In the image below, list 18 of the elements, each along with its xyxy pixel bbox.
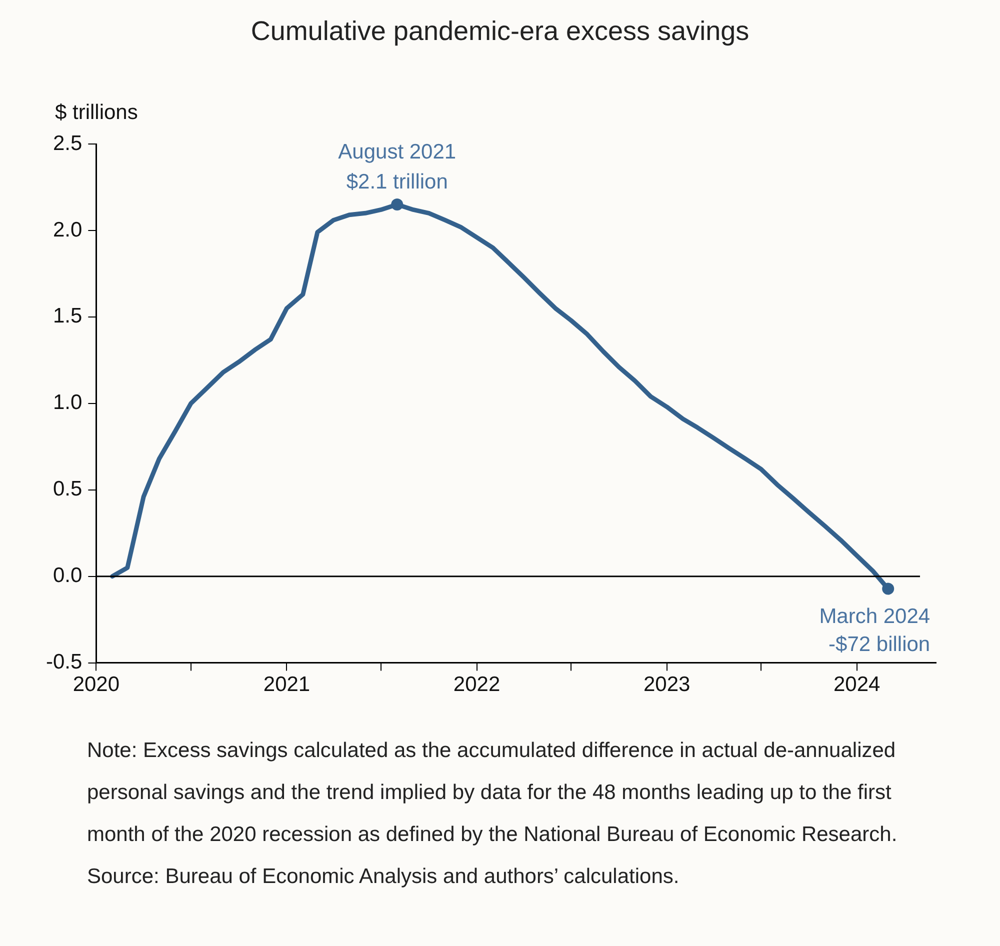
- y-tick-label: 2.5: [52, 132, 82, 155]
- y-tick-label: 0.0: [52, 564, 82, 588]
- chart-title: Cumulative pandemic-era excess savings: [250, 16, 750, 47]
- y-tick-label: 1.5: [52, 304, 82, 328]
- annotation: August 2021 $2.1 trillion: [338, 140, 456, 194]
- y-tick-label: 0.5: [52, 478, 82, 501]
- annotation: March 2024 -$72 billion: [819, 604, 930, 656]
- text: Note: Excess savings calculated as the accumulated difference in actual de-annualized personal savings and the trend implied by data for the 48 months leading up to the first month of the 2020 recession as defined by the National Bureau of Economic Research.: [87, 738, 898, 848]
- y-axis-title: $ trillions: [55, 101, 138, 125]
- source-note: Source: Bureau of Economic Analysis and authors’ calculations.: [87, 864, 680, 890]
- x-tick-label: 2020: [72, 673, 120, 696]
- x-tick-label: 2023: [643, 673, 690, 696]
- y-tick-label: 2.0: [52, 218, 82, 242]
- x-tick-label: 2022: [453, 673, 500, 696]
- x-tick-label: 2024: [834, 673, 881, 696]
- x-tick-label: 2021: [263, 673, 310, 696]
- y-tick-label: -0.5: [46, 650, 82, 674]
- y-tick-label: 1.0: [52, 391, 82, 414]
